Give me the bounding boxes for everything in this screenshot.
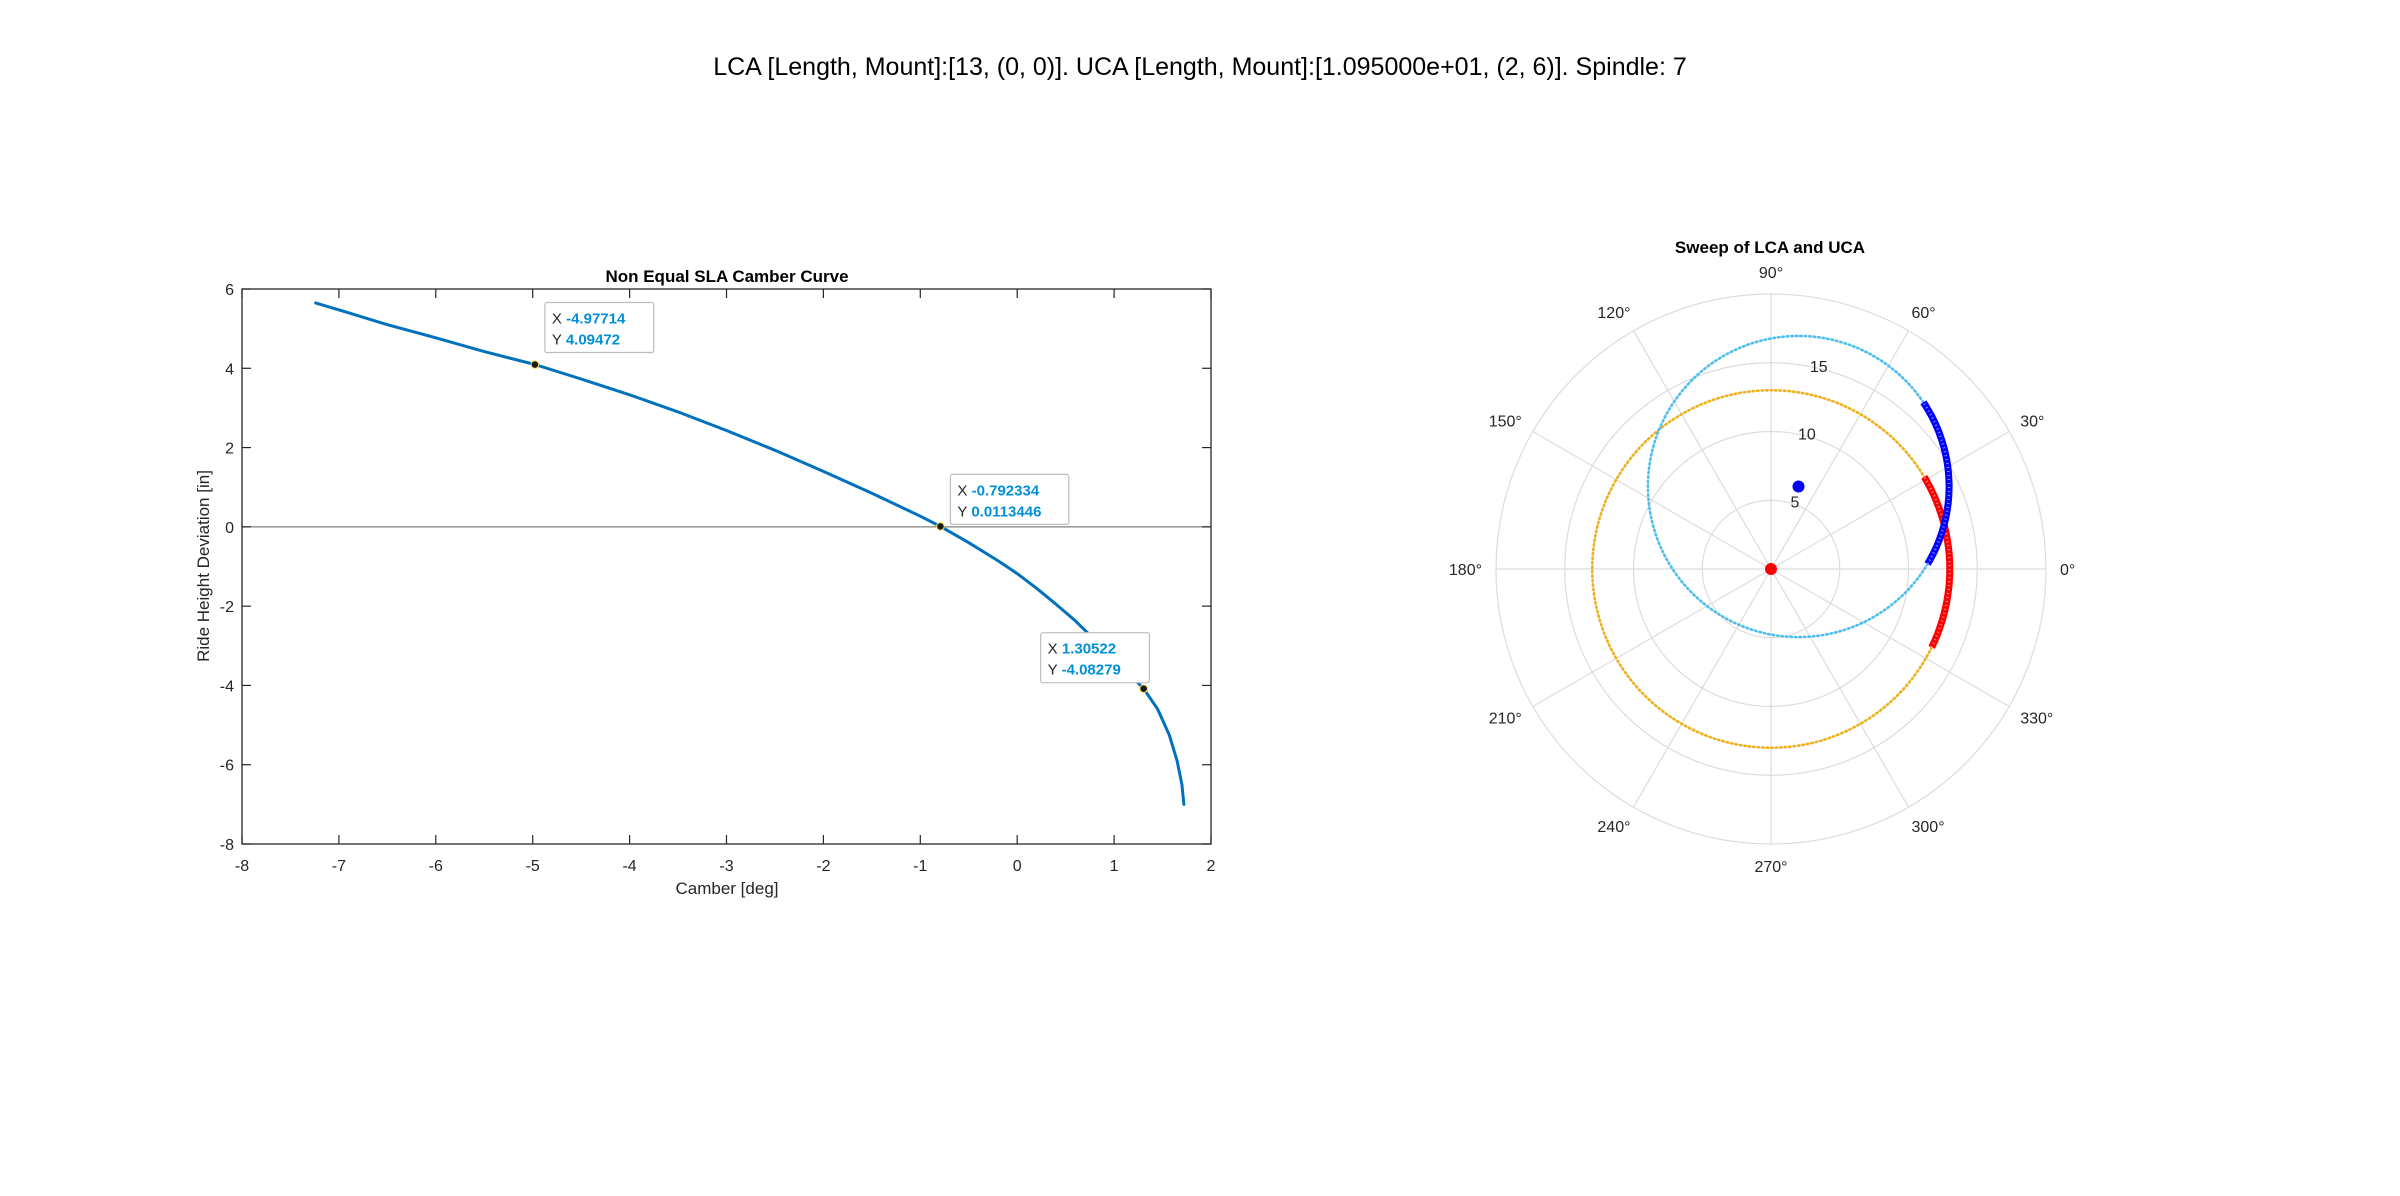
polar-series bbox=[1590, 334, 1954, 750]
x-tick-label: 1 bbox=[1110, 858, 1119, 875]
datatip-x-label: X bbox=[552, 311, 566, 328]
polar-theta-tick-label: 270° bbox=[1754, 859, 1787, 876]
datatip-y-label: Y bbox=[552, 332, 566, 349]
polar-sweep-arc-texture-3 bbox=[1922, 401, 1951, 565]
y-tick-label: 2 bbox=[225, 441, 234, 458]
polar-sweep-arc-texture-2 bbox=[1923, 476, 1951, 648]
x-tick-label: -4 bbox=[622, 858, 636, 875]
datatip-x-value: -4.97714 bbox=[566, 311, 626, 328]
camber-y-axis-label: Ride Height Deviation [in] bbox=[194, 470, 213, 662]
x-tick-label: -7 bbox=[332, 858, 346, 875]
camber-chart-ticks: -8 -7 -6 -5 -4 -3 -2 -1 0 1 2 -8 -6 -4 -2 0 2 4 6 bbox=[220, 282, 1216, 875]
polar-theta-tick-label: 180° bbox=[1449, 562, 1482, 579]
camber-curve-series bbox=[314, 301, 1186, 806]
datatip-x-label: X bbox=[957, 482, 971, 499]
polar-tick-labels: 510150°30°60°90°120°150°180°210°240°270°… bbox=[1449, 265, 2075, 876]
polar-theta-tick-label: 60° bbox=[1912, 305, 1936, 322]
sweep-polar-chart: Sweep of LCA and UCA 510150°30°60°90°120… bbox=[1449, 238, 2075, 876]
polar-r-tick-label: 10 bbox=[1798, 427, 1816, 444]
polar-theta-tick-label: 0° bbox=[2060, 562, 2075, 579]
datatip-x-row: X -4.97714 bbox=[552, 311, 626, 328]
polar-r-tick-label: 5 bbox=[1790, 494, 1799, 511]
y-tick-label: -2 bbox=[220, 599, 234, 616]
x-tick-label: -5 bbox=[526, 858, 540, 875]
polar-grid-spoke bbox=[1532, 568, 1772, 708]
polar-theta-tick-label: 240° bbox=[1597, 819, 1630, 836]
datatip-y-row: Y 4.09472 bbox=[552, 332, 620, 349]
datatip-y-row: Y -4.08279 bbox=[1048, 662, 1121, 679]
polar-theta-tick-label: 90° bbox=[1759, 265, 1783, 282]
polar-theta-tick-label: 330° bbox=[2020, 711, 2053, 728]
datatip-x-value: 1.30522 bbox=[1062, 641, 1116, 658]
y-tick-label: 4 bbox=[225, 361, 234, 378]
camber-x-axis-label: Camber [deg] bbox=[676, 879, 779, 898]
camber-chart-title: Non Equal SLA Camber Curve bbox=[605, 267, 848, 286]
datatip-box bbox=[1040, 632, 1151, 684]
polar-grid-spoke bbox=[1770, 568, 1910, 808]
datatip-y-label: Y bbox=[957, 503, 971, 520]
polar-theta-tick-label: 300° bbox=[1912, 819, 1945, 836]
polar-grid-spoke bbox=[1770, 330, 1910, 570]
polar-grid-spoke bbox=[1632, 568, 1772, 808]
datatip-y-value: -4.08279 bbox=[1062, 662, 1121, 679]
x-tick-label: -2 bbox=[816, 858, 830, 875]
x-tick-label: 2 bbox=[1207, 858, 1216, 875]
x-tick-label: -1 bbox=[913, 858, 927, 875]
datatip-marker bbox=[936, 522, 945, 531]
x-tick-label: -8 bbox=[235, 858, 249, 875]
polar-theta-tick-label: 30° bbox=[2020, 414, 2044, 431]
datatip-y-value: 0.0113446 bbox=[971, 503, 1041, 520]
datatip-x-row: X 1.30522 bbox=[1048, 641, 1116, 658]
datatip-box bbox=[544, 301, 655, 354]
x-tick-label: 0 bbox=[1013, 858, 1022, 875]
polar-pivot-point-4 bbox=[1765, 563, 1777, 575]
x-tick-label: -6 bbox=[429, 858, 443, 875]
y-tick-label: 6 bbox=[225, 282, 234, 299]
datatip-box bbox=[949, 473, 1070, 526]
datatip-marker bbox=[530, 360, 540, 369]
polar-grid bbox=[1495, 293, 2047, 845]
y-tick-label: -6 bbox=[220, 758, 234, 775]
polar-grid-spoke bbox=[1532, 430, 1772, 570]
camber-series-line-0 bbox=[314, 301, 1186, 806]
polar-grid-spoke bbox=[1770, 430, 2010, 570]
x-tick-label: -3 bbox=[719, 858, 733, 875]
polar-pivot-point-5 bbox=[1792, 480, 1805, 493]
figure-suptitle: LCA [Length, Mount]:[13, (0, 0)]. UCA [L… bbox=[713, 53, 1687, 81]
polar-theta-tick-label: 210° bbox=[1489, 711, 1522, 728]
datatip-y-label: Y bbox=[1048, 662, 1062, 679]
polar-theta-tick-label: 150° bbox=[1489, 414, 1522, 431]
datatip-marker bbox=[1139, 684, 1148, 694]
camber-curve-chart: Non Equal SLA Camber Curve -8 -7 -6 -5 -4 -3-… bbox=[194, 267, 1216, 898]
datatip-x-value: -0.792334 bbox=[972, 482, 1040, 499]
polar-r-tick-label: 15 bbox=[1810, 359, 1828, 376]
datatip-x-row: X -0.792334 bbox=[957, 482, 1039, 499]
y-tick-label: -4 bbox=[220, 678, 234, 695]
y-tick-label: 0 bbox=[225, 520, 234, 537]
datatip-y-value: 4.09472 bbox=[566, 332, 620, 349]
datatip-x-label: X bbox=[1048, 641, 1062, 658]
y-tick-label: -8 bbox=[220, 837, 234, 854]
polar-chart-title: Sweep of LCA and UCA bbox=[1675, 238, 1865, 257]
polar-theta-tick-label: 120° bbox=[1597, 305, 1630, 322]
polar-grid-spoke bbox=[1770, 568, 2010, 708]
camber-plot-axes-box bbox=[241, 288, 1212, 845]
datatip-y-row: Y 0.0113446 bbox=[957, 503, 1041, 520]
polar-grid-spoke bbox=[1632, 330, 1772, 570]
